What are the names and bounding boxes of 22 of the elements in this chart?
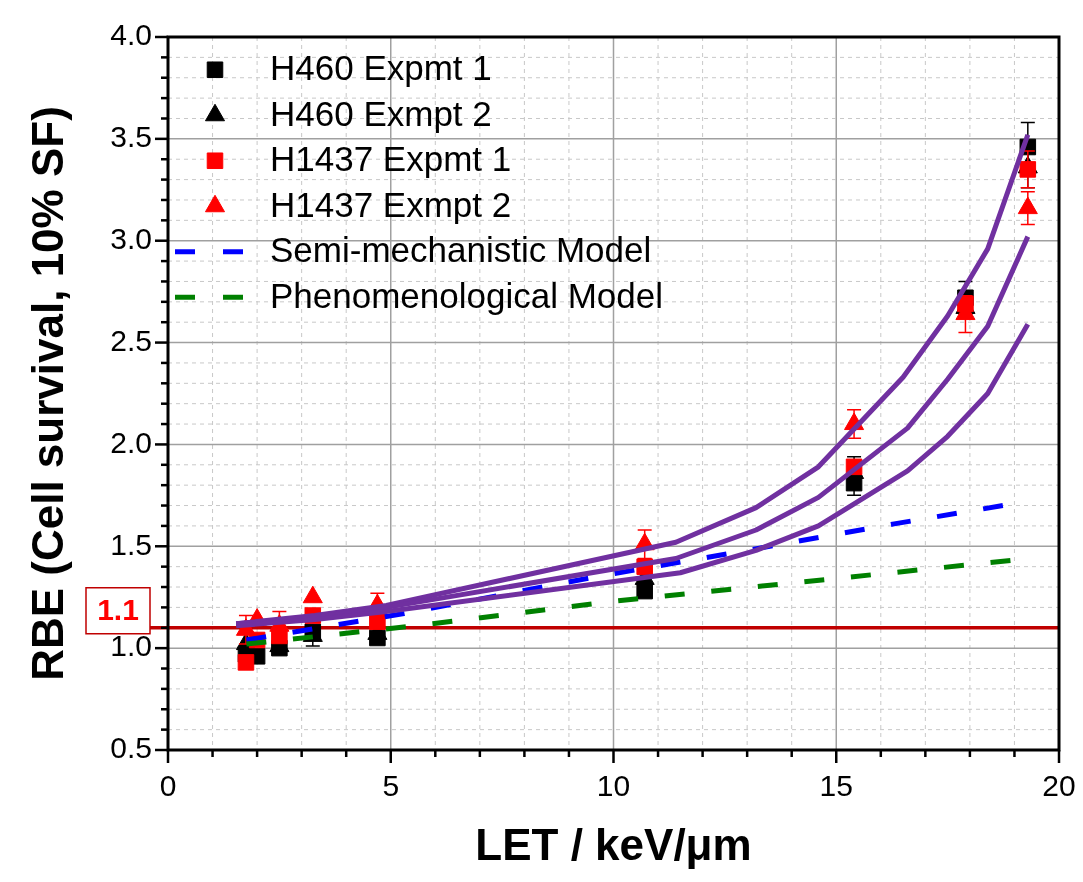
legend-label: H460 Expmt 1	[270, 48, 492, 88]
x-axis-title: LET / keV/μm	[475, 819, 752, 869]
legend-label: Phenomenological Model	[270, 275, 664, 315]
legend-label: H1437 Exmpt 2	[270, 184, 512, 224]
x-tick-label: 15	[819, 769, 853, 803]
y-tick-label: 4.0	[110, 18, 152, 52]
ref-line-label: 1.1	[97, 593, 139, 627]
x-tick-label: 5	[382, 769, 400, 803]
y-tick-label: 2.5	[110, 323, 152, 357]
y-tick-label: 1.5	[110, 527, 152, 561]
legend-label: H1437 Expmt 1	[270, 139, 512, 179]
x-tick-label: 20	[1042, 769, 1076, 803]
y-tick-label: 3.5	[110, 120, 152, 154]
y-tick-label: 3.0	[110, 221, 152, 255]
y-tick-label: 0.5	[110, 731, 152, 765]
y-tick-label: 1.0	[110, 629, 152, 663]
y-axis-title: RBE (Cell survival, 10% SF)	[22, 106, 72, 681]
legend-label: Semi-mechanistic Model	[270, 230, 652, 270]
x-tick-label: 10	[596, 769, 631, 803]
legend-label: H460 Exmpt 2	[270, 93, 492, 133]
y-tick-label: 2.0	[110, 425, 152, 459]
x-tick-label: 0	[159, 769, 177, 803]
